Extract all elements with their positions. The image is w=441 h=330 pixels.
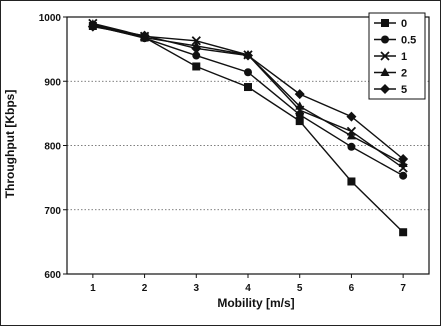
series-line	[92, 22, 404, 169]
data-point	[294, 89, 305, 100]
x-tick-label: 3	[194, 283, 200, 294]
x-axis-title: Mobility [m/s]	[217, 296, 294, 310]
data-point	[244, 68, 252, 77]
y-axis-title: Throughput [Kbps]	[3, 90, 17, 199]
legend-marker	[380, 51, 390, 61]
series-line	[92, 24, 404, 177]
legend-label: 0	[401, 18, 407, 30]
data-point	[191, 43, 202, 54]
y-tick-label: 1000	[39, 13, 62, 24]
data-point	[192, 51, 201, 60]
y-tick-label: 800	[44, 142, 61, 153]
x-tick-label: 7	[400, 283, 406, 294]
legend-label: 1	[401, 51, 407, 63]
data-point	[398, 153, 409, 164]
data-point	[139, 30, 150, 41]
data-point	[346, 111, 357, 122]
data-point	[295, 101, 305, 110]
data-point	[192, 62, 201, 71]
data-point	[399, 171, 408, 180]
data-point	[346, 130, 356, 140]
series-layer	[87, 18, 409, 237]
data-point	[295, 117, 304, 126]
axes-layer: 600 700 800 900 1000 1 2 3 4 5 6 7	[39, 13, 430, 294]
x-tick-label: 5	[297, 283, 303, 294]
series-line	[92, 23, 404, 165]
marker-stroke	[380, 51, 390, 61]
series-2	[88, 19, 408, 167]
legend-marker	[381, 19, 389, 27]
marker-stroke	[191, 36, 201, 46]
data-point	[347, 142, 356, 151]
series-5	[87, 21, 409, 164]
data-point	[87, 21, 98, 32]
data-point	[191, 36, 201, 46]
throughput-vs-mobility-chart: 600 700 800 900 1000 1 2 3 4 5 6 7 0 0.5 1 2 5 Mobility…	[3, 12, 430, 310]
data-point	[347, 177, 356, 186]
x-tick-label: 2	[142, 283, 148, 294]
x-tick-label: 4	[245, 283, 251, 294]
data-point	[399, 228, 408, 237]
legend: 0 0.5 1 2 5	[368, 12, 426, 100]
data-point	[243, 50, 253, 61]
y-tick-label: 700	[44, 206, 61, 217]
data-point	[244, 83, 252, 92]
y-tick-label: 600	[44, 270, 61, 281]
legend-label: 2	[401, 68, 407, 80]
legend-label: 0.5	[401, 35, 416, 47]
legend-label: 5	[401, 84, 407, 96]
legend-marker	[380, 67, 390, 76]
series-1	[88, 18, 408, 173]
x-tick-label: 1	[90, 283, 96, 294]
x-tick-label: 6	[349, 283, 355, 294]
series-0-5	[88, 21, 408, 180]
y-tick-label: 900	[44, 77, 61, 88]
legend-marker	[380, 84, 390, 94]
legend-marker	[381, 35, 389, 44]
